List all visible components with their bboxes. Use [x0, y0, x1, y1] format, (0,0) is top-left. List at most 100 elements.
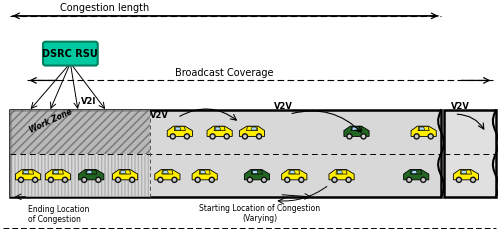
Polygon shape	[175, 127, 181, 130]
Circle shape	[258, 135, 260, 137]
Polygon shape	[167, 126, 193, 136]
Polygon shape	[454, 170, 479, 180]
Polygon shape	[86, 170, 97, 174]
Polygon shape	[121, 171, 126, 174]
Polygon shape	[412, 171, 417, 174]
Polygon shape	[240, 126, 264, 136]
Polygon shape	[418, 127, 429, 131]
Circle shape	[82, 177, 87, 182]
Circle shape	[131, 179, 133, 181]
Polygon shape	[174, 127, 185, 131]
Circle shape	[256, 134, 261, 139]
Circle shape	[244, 135, 246, 137]
Circle shape	[472, 179, 474, 181]
Polygon shape	[337, 171, 343, 174]
Text: DSRC RSU: DSRC RSU	[42, 49, 98, 59]
Circle shape	[407, 177, 412, 182]
Polygon shape	[461, 170, 472, 174]
Circle shape	[172, 177, 177, 182]
Polygon shape	[247, 127, 257, 131]
Polygon shape	[214, 127, 225, 131]
Circle shape	[20, 179, 22, 181]
Polygon shape	[15, 170, 40, 180]
Polygon shape	[87, 171, 92, 174]
Circle shape	[224, 134, 229, 139]
Circle shape	[50, 179, 52, 181]
Circle shape	[210, 134, 215, 139]
Polygon shape	[419, 127, 425, 130]
Circle shape	[428, 134, 433, 139]
Polygon shape	[352, 127, 357, 130]
Circle shape	[300, 179, 302, 181]
Circle shape	[172, 135, 174, 137]
Polygon shape	[79, 170, 104, 180]
Circle shape	[173, 179, 176, 181]
Circle shape	[115, 177, 121, 182]
Circle shape	[62, 177, 67, 182]
Circle shape	[212, 135, 214, 137]
Circle shape	[286, 179, 288, 181]
Circle shape	[332, 177, 337, 182]
Circle shape	[226, 135, 228, 137]
Circle shape	[97, 179, 99, 181]
Circle shape	[416, 135, 418, 137]
Polygon shape	[199, 170, 210, 174]
Circle shape	[96, 177, 101, 182]
Circle shape	[249, 179, 251, 181]
Circle shape	[348, 135, 351, 137]
Circle shape	[197, 179, 199, 181]
Polygon shape	[200, 171, 206, 174]
Circle shape	[414, 134, 419, 139]
Bar	[444, 110, 496, 197]
Polygon shape	[289, 170, 300, 174]
Polygon shape	[120, 170, 131, 174]
Text: Work Zone: Work Zone	[28, 107, 73, 135]
Circle shape	[284, 177, 290, 182]
Text: Starting Location of Congestion
(Varying): Starting Location of Congestion (Varying…	[199, 204, 320, 223]
Polygon shape	[251, 170, 262, 174]
Circle shape	[347, 134, 352, 139]
Circle shape	[261, 177, 266, 182]
Polygon shape	[112, 170, 138, 180]
Bar	[9, 154, 150, 197]
Circle shape	[18, 177, 23, 182]
Circle shape	[159, 179, 162, 181]
Bar	[9, 110, 441, 197]
Circle shape	[211, 179, 213, 181]
Polygon shape	[45, 170, 70, 180]
Circle shape	[117, 179, 119, 181]
Circle shape	[362, 135, 365, 137]
Circle shape	[263, 179, 265, 181]
Circle shape	[64, 179, 66, 181]
Circle shape	[346, 177, 351, 182]
Text: Congestion length: Congestion length	[60, 3, 150, 13]
Circle shape	[130, 177, 135, 182]
Polygon shape	[245, 170, 269, 180]
Polygon shape	[329, 170, 354, 180]
Circle shape	[422, 179, 425, 181]
Polygon shape	[53, 171, 59, 174]
Circle shape	[347, 179, 350, 181]
Polygon shape	[411, 126, 436, 136]
Circle shape	[209, 177, 215, 182]
Circle shape	[83, 179, 85, 181]
Circle shape	[408, 179, 410, 181]
Text: V2V: V2V	[274, 102, 293, 111]
Polygon shape	[23, 171, 29, 174]
Text: V2V: V2V	[451, 102, 470, 111]
Polygon shape	[251, 127, 256, 130]
Circle shape	[170, 134, 175, 139]
Circle shape	[243, 134, 248, 139]
Circle shape	[333, 179, 336, 181]
Circle shape	[158, 177, 163, 182]
Circle shape	[34, 179, 36, 181]
Circle shape	[299, 177, 304, 182]
Circle shape	[248, 177, 252, 182]
Polygon shape	[192, 170, 217, 180]
Text: V2V: V2V	[150, 111, 169, 120]
Circle shape	[471, 177, 476, 182]
Polygon shape	[163, 171, 168, 174]
Polygon shape	[336, 170, 347, 174]
Polygon shape	[215, 127, 221, 130]
Circle shape	[32, 177, 38, 182]
